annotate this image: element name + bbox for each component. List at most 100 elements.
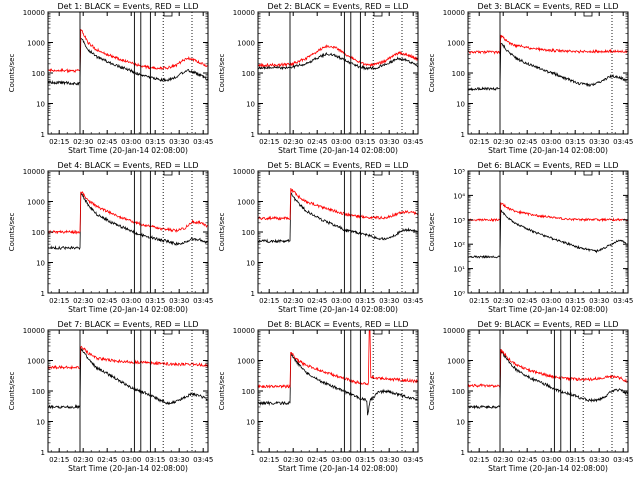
- x-tick-label: 03:30: [169, 297, 189, 305]
- y-tick-label: 10000: [233, 327, 255, 335]
- x-tick-label: 03:15: [565, 297, 585, 305]
- series-events-line: [48, 348, 208, 410]
- y-tick-label: 1: [251, 290, 255, 298]
- x-tick-label: 03:00: [121, 297, 141, 305]
- y-axis-label: Counts/sec: [8, 54, 16, 93]
- y-tick-label: 1000: [27, 199, 45, 207]
- y-tick-label: 10: [36, 260, 45, 268]
- x-tick-label: 03:15: [355, 456, 375, 464]
- x-axis-label: Start Time (20-Jan-14 02:08:00): [488, 464, 608, 473]
- y-tick-label: 1: [251, 449, 255, 457]
- y-tick-label: 100: [32, 70, 45, 78]
- y-tick-label: 10: [36, 101, 45, 109]
- x-tick-label: 03:30: [169, 138, 189, 146]
- panel-title: Det 3: BLACK = Events, RED = LLD: [478, 2, 619, 11]
- x-tick-label: 03:30: [589, 456, 609, 464]
- series-events-line: [468, 350, 628, 410]
- x-tick-label: 02:45: [97, 456, 117, 464]
- x-axis-label: Start Time (20-Jan-14 02:08:00): [278, 305, 398, 314]
- x-axis-label: Start Time (20-Jan-14 02:08:00): [488, 305, 608, 314]
- x-tick-label: 03:00: [541, 138, 561, 146]
- series-events-line: [258, 192, 418, 244]
- plot-frame: [467, 170, 629, 294]
- y-tick-label: 1000: [237, 358, 255, 366]
- x-tick-label: 02:15: [259, 138, 279, 146]
- x-tick-label: 03:00: [541, 297, 561, 305]
- x-tick-label: 02:15: [469, 456, 489, 464]
- series-lld-line: [468, 202, 628, 223]
- series-events-line: [48, 192, 208, 251]
- plot-frame: [257, 170, 419, 294]
- x-tick-label: 03:00: [331, 138, 351, 146]
- x-tick-label: 03:15: [145, 297, 165, 305]
- y-tick-label: 1: [41, 290, 45, 298]
- y-tick-label: 1: [461, 131, 465, 139]
- x-tick-label: 02:15: [49, 138, 69, 146]
- x-tick-label: 02:45: [517, 138, 537, 146]
- y-tick-label: 1000: [447, 358, 465, 366]
- y-tick-label: 1000: [27, 40, 45, 48]
- panel-det-8: Det 8: BLACK = Events, RED = LLD 1 10 100 10…: [218, 320, 423, 473]
- panel-title: Det 8: BLACK = Events, RED = LLD: [268, 320, 409, 329]
- x-tick-label: 03:45: [403, 138, 423, 146]
- y-tick-label: 100: [242, 229, 255, 237]
- series-lld-line: [468, 349, 628, 389]
- panel-title: Det 1: BLACK = Events, RED = LLD: [58, 2, 199, 11]
- y-axis-label: Counts/sec: [8, 213, 16, 252]
- flag-marker: [373, 170, 383, 176]
- x-axis-label: Start Time (20-Jan-14 02:08:00): [278, 146, 398, 155]
- panel-det-2: Det 2: BLACK = Events, RED = LLD 1 10 100 10…: [218, 2, 423, 155]
- x-tick-label: 03:45: [403, 456, 423, 464]
- series-lld-line: [258, 44, 418, 68]
- y-axis-label: Counts/sec: [428, 372, 436, 411]
- plot-frame: [47, 329, 209, 453]
- y-tick-label: 100: [242, 388, 255, 396]
- x-tick-label: 03:30: [589, 138, 609, 146]
- x-tick-label: 02:30: [73, 456, 93, 464]
- x-tick-label: 03:00: [541, 456, 561, 464]
- x-tick-label: 02:15: [259, 297, 279, 305]
- x-tick-label: 02:15: [469, 297, 489, 305]
- panel-det-3: Det 3: BLACK = Events, RED = LLD 1 10 100 10…: [428, 2, 633, 155]
- series-lld-line: [468, 34, 628, 55]
- y-tick-label: 1000: [237, 199, 255, 207]
- y-tick-label: 100: [452, 70, 465, 78]
- y-axis-label: Counts/sec: [218, 372, 226, 411]
- y-tick-label: 100: [242, 70, 255, 78]
- x-tick-label: 03:45: [193, 456, 213, 464]
- x-tick-label: 02:30: [493, 138, 513, 146]
- panel-det-5: Det 5: BLACK = Events, RED = LLD 1 10 100 10…: [218, 161, 423, 314]
- series-lld-line: [48, 345, 208, 370]
- y-tick-label: 1000: [237, 40, 255, 48]
- y-axis-label: Counts/sec: [218, 213, 226, 252]
- flag-marker: [163, 329, 173, 335]
- y-tick-label: 10000: [233, 9, 255, 17]
- x-tick-label: 02:45: [307, 138, 327, 146]
- y-tick-label: 100: [32, 229, 45, 237]
- x-tick-label: 03:00: [331, 456, 351, 464]
- y-tick-label: 10¹: [453, 266, 465, 274]
- x-tick-label: 03:00: [121, 138, 141, 146]
- x-tick-label: 03:45: [193, 297, 213, 305]
- series-events-line: [468, 42, 628, 92]
- y-tick-label: 10: [456, 101, 465, 109]
- plot-frame: [257, 11, 419, 135]
- panel-det-1: Det 1: BLACK = Events, RED = LLD 1 10 100 10…: [8, 2, 213, 155]
- x-tick-label: 02:15: [49, 456, 69, 464]
- y-tick-label: 10: [246, 101, 255, 109]
- x-tick-label: 03:45: [613, 138, 633, 146]
- x-tick-label: 03:30: [169, 456, 189, 464]
- panel-det-6: Det 6: BLACK = Events, RED = LLD 10⁰ 10¹ 10…: [428, 161, 633, 314]
- x-tick-label: 03:15: [145, 138, 165, 146]
- y-axis-label: Counts/sec: [218, 54, 226, 93]
- series-lld-line: [48, 29, 208, 74]
- x-tick-label: 02:30: [283, 138, 303, 146]
- x-axis-label: Start Time (20-Jan-14 02:08:00): [68, 146, 188, 155]
- y-tick-label: 1: [41, 449, 45, 457]
- x-tick-label: 02:30: [73, 297, 93, 305]
- panel-title: Det 5: BLACK = Events, RED = LLD: [268, 161, 409, 170]
- x-tick-label: 02:30: [493, 297, 513, 305]
- y-tick-label: 10: [456, 419, 465, 427]
- x-axis-label: Start Time (20-Jan-14 02:08:00): [488, 146, 608, 155]
- x-axis-label: Start Time (20-Jan-14 02:08:00): [68, 305, 188, 314]
